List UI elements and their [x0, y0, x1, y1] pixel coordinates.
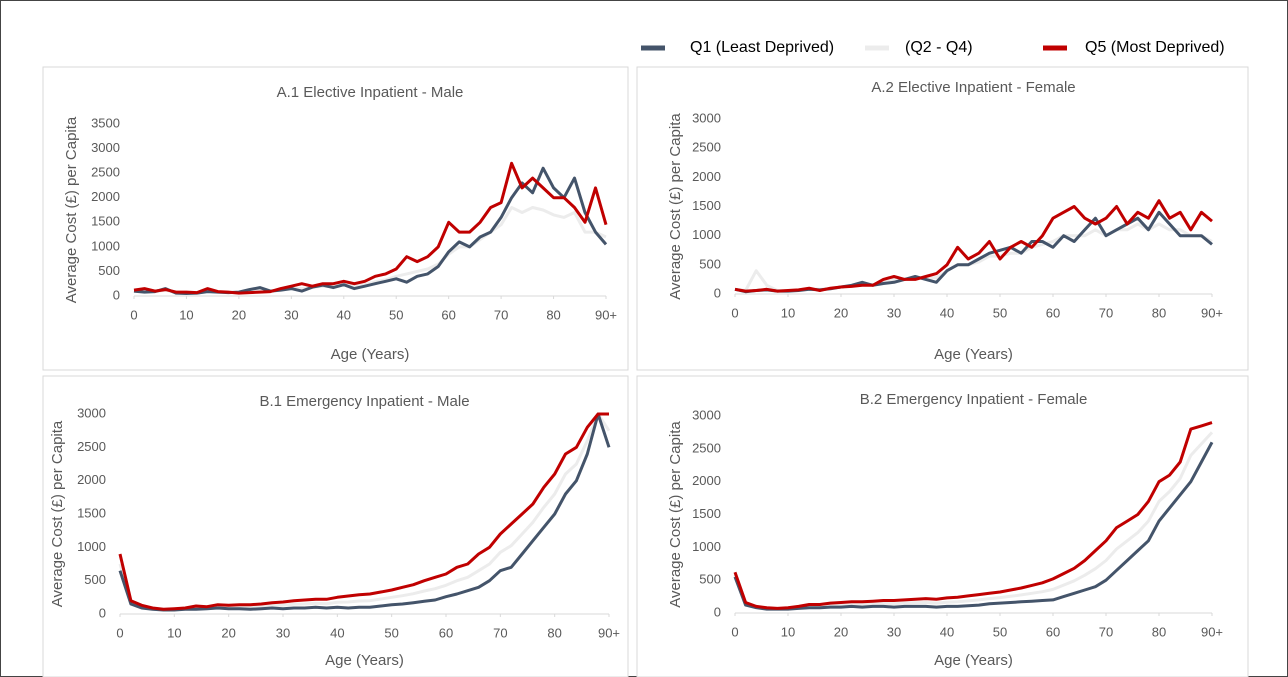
series-line	[118, 412, 611, 612]
x-axis-title: Age (Years)	[325, 652, 404, 669]
y-tick-label: 1000	[77, 539, 106, 554]
y-tick-label: 2000	[692, 169, 721, 184]
y-tick-label: 500	[699, 256, 721, 271]
y-tick-label: 500	[84, 572, 106, 587]
x-tick-label: 90+	[1201, 305, 1223, 320]
x-tick-label: 70	[494, 307, 508, 322]
x-tick-label: 90+	[595, 307, 617, 322]
y-tick-label: 2000	[77, 472, 106, 487]
y-tick-label: 2000	[91, 189, 120, 204]
y-tick-label: 0	[714, 604, 721, 619]
x-tick-label: 90+	[1201, 624, 1223, 639]
x-tick-label: 60	[1046, 624, 1060, 639]
y-tick-label: 500	[699, 572, 721, 587]
x-tick-label: 70	[1099, 624, 1113, 639]
x-tick-label: 50	[389, 307, 403, 322]
x-tick-label: 30	[887, 624, 901, 639]
x-tick-label: 20	[834, 624, 848, 639]
x-tick-label: 0	[130, 307, 137, 322]
y-axis-title: Average Cost (£) per Capita	[63, 116, 80, 303]
x-tick-label: 40	[940, 624, 954, 639]
series-line	[733, 441, 1214, 611]
x-tick-label: 80	[546, 307, 560, 322]
y-tick-label: 2500	[692, 140, 721, 155]
series-line	[734, 199, 1213, 293]
x-tick-label: 0	[116, 625, 123, 640]
x-tick-label: 90+	[598, 625, 620, 640]
y-tick-label: 1000	[692, 539, 721, 554]
series-line	[133, 161, 608, 295]
y-tick-label: 3000	[77, 405, 106, 420]
y-tick-label: 2500	[77, 439, 106, 454]
y-axis-title: Average Cost (£) per Capita	[49, 420, 66, 607]
x-tick-label: 10	[167, 625, 181, 640]
x-tick-label: 60	[1046, 305, 1060, 320]
x-tick-label: 30	[276, 625, 290, 640]
x-tick-label: 80	[1152, 305, 1166, 320]
y-axis-title: Average Cost (£) per Capita	[667, 113, 684, 300]
y-tick-label: 0	[113, 287, 120, 302]
series-line	[118, 412, 609, 611]
series-line	[733, 431, 1214, 611]
x-tick-label: 40	[940, 305, 954, 320]
x-tick-label: 40	[330, 625, 344, 640]
x-tick-label: 60	[441, 307, 455, 322]
x-tick-label: 60	[439, 625, 453, 640]
y-tick-label: 3500	[91, 115, 120, 130]
chart-title: B.2 Emergency Inpatient - Female	[860, 391, 1088, 408]
x-tick-label: 10	[179, 307, 193, 322]
legend-label: Q5 (Most Deprived)	[1085, 39, 1225, 56]
chart-title: A.2 Elective Inpatient - Female	[871, 79, 1075, 96]
chart-title: A.1 Elective Inpatient - Male	[277, 84, 464, 101]
x-tick-label: 20	[221, 625, 235, 640]
y-tick-label: 0	[714, 285, 721, 300]
panel	[42, 66, 629, 371]
y-tick-label: 2000	[692, 473, 721, 488]
x-tick-label: 40	[337, 307, 351, 322]
x-tick-label: 80	[1152, 624, 1166, 639]
x-tick-label: 80	[547, 625, 561, 640]
y-tick-label: 2500	[692, 440, 721, 455]
x-tick-label: 10	[781, 305, 795, 320]
x-tick-label: 50	[993, 305, 1007, 320]
y-tick-label: 2500	[91, 165, 120, 180]
series-line	[133, 166, 608, 295]
y-tick-label: 1500	[692, 506, 721, 521]
y-tick-label: 3000	[91, 140, 120, 155]
x-tick-label: 0	[731, 624, 738, 639]
x-axis-title: Age (Years)	[331, 346, 410, 363]
x-tick-label: 20	[834, 305, 848, 320]
x-tick-label: 30	[284, 307, 298, 322]
x-tick-label: 70	[1099, 305, 1113, 320]
x-axis-title: Age (Years)	[934, 346, 1013, 363]
chart-title: B.1 Emergency Inpatient - Male	[259, 393, 469, 410]
x-tick-label: 30	[887, 305, 901, 320]
y-tick-label: 1000	[692, 227, 721, 242]
x-tick-label: 50	[993, 624, 1007, 639]
x-axis-title: Age (Years)	[934, 652, 1013, 669]
x-tick-label: 10	[781, 624, 795, 639]
panel	[636, 375, 1249, 677]
y-tick-label: 3000	[692, 407, 721, 422]
y-tick-label: 1500	[91, 214, 120, 229]
y-axis-title: Average Cost (£) per Capita	[667, 421, 684, 608]
y-tick-label: 3000	[692, 110, 721, 125]
y-tick-label: 1500	[692, 198, 721, 213]
y-tick-label: 1000	[91, 238, 120, 253]
legend-label: (Q2 - Q4)	[905, 39, 973, 56]
y-tick-label: 0	[99, 605, 106, 620]
y-tick-label: 500	[98, 263, 120, 278]
x-tick-label: 0	[731, 305, 738, 320]
x-tick-label: 70	[493, 625, 507, 640]
x-tick-label: 50	[384, 625, 398, 640]
series-line	[733, 421, 1213, 610]
y-tick-label: 1500	[77, 505, 106, 520]
x-tick-label: 20	[232, 307, 246, 322]
legend-label: Q1 (Least Deprived)	[690, 39, 834, 56]
